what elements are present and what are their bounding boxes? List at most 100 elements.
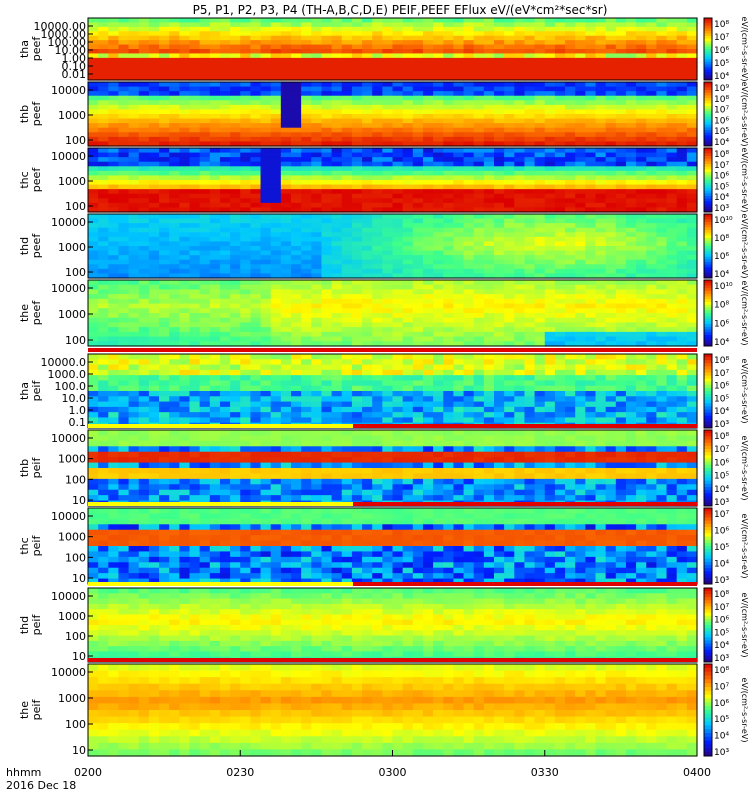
heatmap-cell — [280, 359, 292, 366]
heatmap-cell — [230, 104, 241, 111]
heatmap-cell — [291, 354, 302, 360]
heatmap-cell — [240, 264, 251, 270]
heatmap-cell — [179, 26, 191, 32]
heatmap-cell — [270, 31, 282, 37]
heatmap-cell — [463, 62, 475, 68]
heatmap-cell — [686, 250, 698, 256]
heatmap-cell — [524, 100, 536, 106]
heatmap-cell — [676, 141, 688, 147]
heatmap-cell — [341, 152, 353, 158]
heatmap-cell — [636, 114, 647, 120]
heatmap-cell — [524, 317, 536, 324]
thd-peef-colorbar-tick: 10¹⁰ — [714, 216, 733, 226]
heatmap-cell — [514, 161, 526, 167]
heatmap-cell — [280, 391, 292, 397]
heatmap-cell — [666, 86, 678, 92]
heatmap-cell — [199, 157, 211, 163]
heatmap-cell — [128, 66, 140, 72]
heatmap-cell — [148, 250, 160, 256]
heatmap-cell — [625, 180, 637, 186]
heatmap-cell — [321, 375, 333, 382]
heatmap-cell — [382, 40, 394, 46]
heatmap-cell — [382, 246, 394, 252]
heatmap-cell — [189, 66, 201, 72]
heatmap-cell — [270, 198, 282, 204]
heatmap-cell — [676, 123, 688, 129]
heatmap-cell — [199, 166, 211, 172]
heatmap-cell — [270, 157, 282, 163]
heatmap-cell — [88, 136, 99, 143]
heatmap-cell — [514, 166, 526, 172]
heatmap-cell — [534, 250, 546, 256]
heatmap-cell — [463, 369, 475, 376]
heatmap-cell — [453, 166, 465, 172]
heatmap-cell — [138, 62, 150, 68]
heatmap-cell — [230, 66, 241, 72]
heatmap-cell — [209, 202, 221, 209]
heatmap-cell — [128, 118, 140, 124]
heatmap-cell — [382, 184, 394, 190]
heatmap-cell — [159, 214, 170, 220]
heatmap-cell — [321, 166, 333, 172]
heatmap-cell — [331, 127, 343, 133]
heatmap-cell — [565, 327, 576, 333]
heatmap-cell — [514, 218, 526, 224]
heatmap-cell — [148, 236, 160, 243]
heatmap-cell — [615, 175, 627, 181]
heatmap-cell — [473, 236, 485, 243]
heatmap-cell — [159, 109, 170, 115]
heatmap-cell — [209, 303, 221, 309]
heatmap-cell — [199, 202, 211, 209]
heatmap-cell — [494, 255, 505, 261]
heatmap-cell — [443, 273, 454, 279]
heatmap-cell — [402, 268, 414, 275]
heatmap-cell — [615, 26, 627, 32]
heatmap-cell — [321, 152, 333, 158]
colorbar-segment — [704, 304, 712, 308]
heatmap-cell — [169, 193, 180, 199]
heatmap-cell — [341, 193, 353, 199]
heatmap-cell — [392, 22, 404, 28]
heatmap-cell — [179, 241, 191, 247]
heatmap-cell — [331, 184, 343, 190]
heatmap-cell — [128, 148, 140, 154]
heatmap-cell — [544, 166, 556, 172]
heatmap-cell — [219, 35, 231, 41]
heatmap-cell — [362, 327, 373, 333]
heatmap-cell — [270, 303, 282, 309]
heatmap-cell — [463, 75, 475, 81]
heatmap-cell — [118, 317, 130, 324]
heatmap-cell — [108, 180, 120, 186]
heatmap-cell — [656, 49, 668, 55]
heatmap-cell — [534, 241, 546, 247]
heatmap-cell — [179, 412, 191, 419]
heatmap-cell — [463, 35, 475, 41]
heatmap-cell — [219, 175, 231, 181]
heatmap-cell — [108, 71, 120, 77]
heatmap-cell — [453, 35, 465, 41]
heatmap-cell — [291, 66, 302, 72]
heatmap-cell — [524, 322, 536, 328]
heatmap-cell — [422, 118, 434, 124]
heatmap-cell — [301, 223, 312, 229]
heatmap-cell — [230, 152, 241, 158]
heatmap-cell — [351, 170, 363, 177]
heatmap-cell — [605, 327, 617, 333]
heatmap-cell — [615, 289, 627, 295]
heatmap-cell — [118, 412, 130, 419]
heatmap-cell — [199, 62, 211, 68]
heatmap-cell — [615, 202, 627, 209]
heatmap-cell — [666, 161, 678, 167]
heatmap-cell — [260, 184, 272, 190]
heatmap-cell — [189, 189, 201, 195]
heatmap-cell — [514, 109, 526, 115]
heatmap-cell — [138, 303, 150, 309]
heatmap-cell — [382, 132, 394, 138]
heatmap-cell — [341, 354, 353, 360]
heatmap-cell — [666, 175, 678, 181]
heatmap-cell — [108, 175, 120, 181]
heatmap-cell — [179, 232, 191, 238]
heatmap-cell — [240, 259, 251, 265]
heatmap-cell — [443, 380, 454, 387]
heatmap-cell — [321, 40, 333, 46]
